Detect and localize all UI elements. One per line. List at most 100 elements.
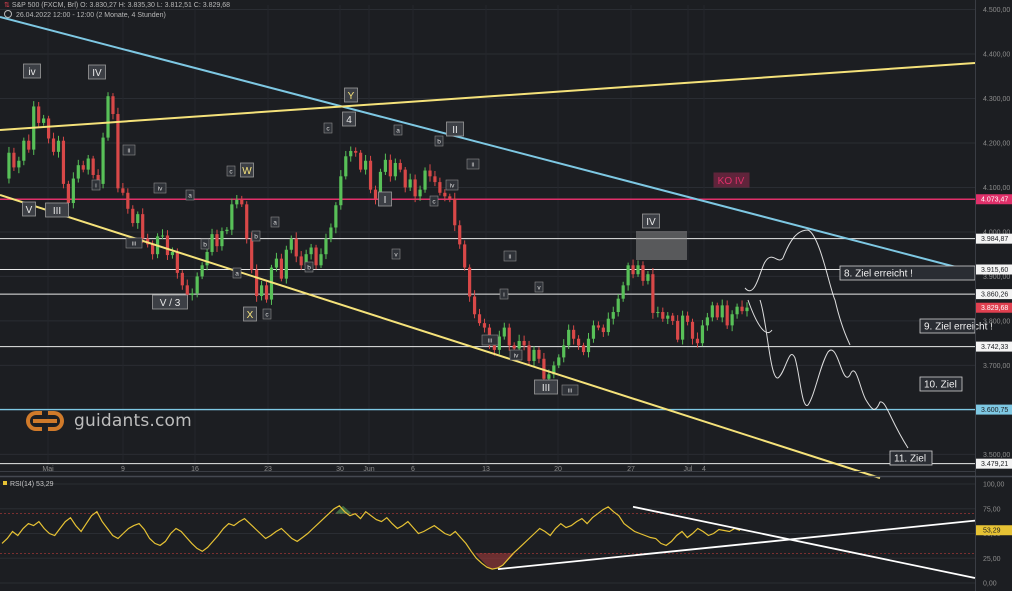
wave-label: V / 3 — [160, 298, 181, 309]
candle-body — [51, 138, 56, 152]
candle-body — [86, 158, 90, 170]
candle-body — [477, 314, 482, 324]
wave-label-box — [446, 121, 464, 137]
sub-wave-label: v — [394, 252, 398, 259]
sub-wave-label: b — [437, 139, 441, 146]
candle-body — [646, 274, 650, 281]
wave-label: III — [53, 206, 61, 217]
candle-body — [363, 160, 368, 170]
wave-label: V — [26, 205, 33, 216]
candle-body — [22, 140, 26, 161]
candle-body — [418, 189, 422, 197]
price-tick-label: 4.200,00 — [983, 140, 1010, 147]
candle-body — [170, 251, 175, 256]
price-tick-label: 4.000,00 — [983, 229, 1010, 236]
sub-wave-label-box — [393, 124, 403, 136]
candle-body — [631, 265, 635, 275]
candle-body — [339, 176, 343, 206]
candle-body — [344, 156, 348, 177]
candle-body — [165, 235, 170, 256]
wave-label: III — [542, 383, 550, 394]
candle-body — [725, 305, 729, 326]
sub-wave-label: ii — [472, 162, 475, 169]
time-tick-label: 30 — [336, 466, 344, 473]
candle-body — [547, 374, 551, 379]
candle-body — [42, 118, 46, 123]
time-tick-label: 23 — [264, 466, 272, 473]
candle-body — [666, 315, 670, 319]
rsi-value-tag-label: 53,29 — [983, 528, 1001, 535]
price-level-tag — [976, 233, 1012, 244]
candle-body — [383, 159, 388, 172]
candle-body — [502, 327, 506, 337]
candle-body — [309, 247, 313, 255]
candle-body — [710, 305, 714, 318]
candle-body — [329, 227, 333, 239]
price-level-tag-label: 3.742,33 — [981, 344, 1008, 351]
price-tick-label: 4.300,00 — [983, 96, 1010, 103]
sub-wave-label: b — [307, 265, 311, 272]
candle-body — [71, 178, 75, 204]
candle-body — [66, 183, 70, 204]
candle-body — [468, 267, 472, 297]
time-tick-label: 6 — [411, 466, 415, 473]
rsi-tick-label: 25,00 — [983, 556, 1001, 563]
candle-body — [349, 150, 353, 157]
candle-body — [745, 307, 749, 312]
candle-body — [715, 305, 719, 318]
sub-wave-label-box — [503, 250, 517, 262]
candle-body — [403, 169, 407, 188]
candle-body — [517, 340, 521, 349]
candle-body — [225, 229, 229, 232]
candle-body — [522, 340, 526, 346]
candle-body — [690, 321, 695, 339]
sub-wave-label: i — [503, 292, 504, 299]
wave-label-box — [152, 294, 188, 310]
time-axis[interactable]: Mai 9 16 23 30 Jun 6 13 20 27 Jul 4 — [0, 466, 975, 473]
price-axis[interactable]: 4.500,00 4.400,00 4.300,00 4.200,00 4.100,00… — [975, 0, 1012, 591]
candle-body — [46, 118, 51, 139]
sub-wave-label: iv — [158, 186, 163, 193]
projection-path — [744, 229, 909, 449]
candle-body — [294, 238, 298, 257]
price-tick-label: 4.400,00 — [983, 51, 1010, 58]
sub-wave-label: c — [432, 199, 436, 206]
candle-body — [17, 160, 21, 168]
time-tick-label: Mai — [42, 466, 54, 473]
sub-wave-label: c — [326, 126, 330, 133]
ko-label-box — [713, 172, 750, 188]
sub-wave-label-box — [125, 237, 143, 249]
instrument-symbol-icon: ⇅ — [4, 2, 10, 9]
instrument-header: ⇅ S&P 500 (FXCM, Brl) O: 3.830,27 H: 3.8… — [4, 1, 230, 9]
candle-body — [314, 247, 318, 266]
candle-body — [428, 170, 432, 177]
price-tick-label: 3.700,00 — [983, 363, 1010, 370]
candle-body — [507, 327, 511, 346]
time-tick-label: Jul — [684, 466, 693, 473]
price-level-tag — [976, 264, 1012, 275]
rsi-oversold-area — [475, 553, 515, 570]
candle-body — [557, 357, 561, 366]
sub-wave-label: i — [95, 183, 96, 190]
candle-body — [453, 198, 457, 226]
candle-body — [111, 96, 115, 115]
candle-body — [12, 152, 16, 168]
candle-body — [195, 276, 199, 294]
sub-wave-label: iii — [488, 338, 492, 345]
candle-body — [76, 165, 80, 179]
candle-body — [497, 336, 501, 350]
candle-body — [250, 238, 254, 270]
candle-body — [433, 176, 437, 183]
ko-label: KO IV — [718, 176, 745, 187]
horizontal-levels — [0, 198, 975, 465]
wave-label-box — [22, 201, 36, 217]
wave-label: W — [242, 166, 252, 177]
sub-wave-label-box — [232, 267, 242, 279]
sub-wave-label-box — [122, 144, 136, 156]
candle-body — [512, 345, 516, 349]
price-level-tag — [976, 194, 1012, 205]
candle-body — [537, 349, 541, 359]
candle-body — [527, 345, 531, 361]
